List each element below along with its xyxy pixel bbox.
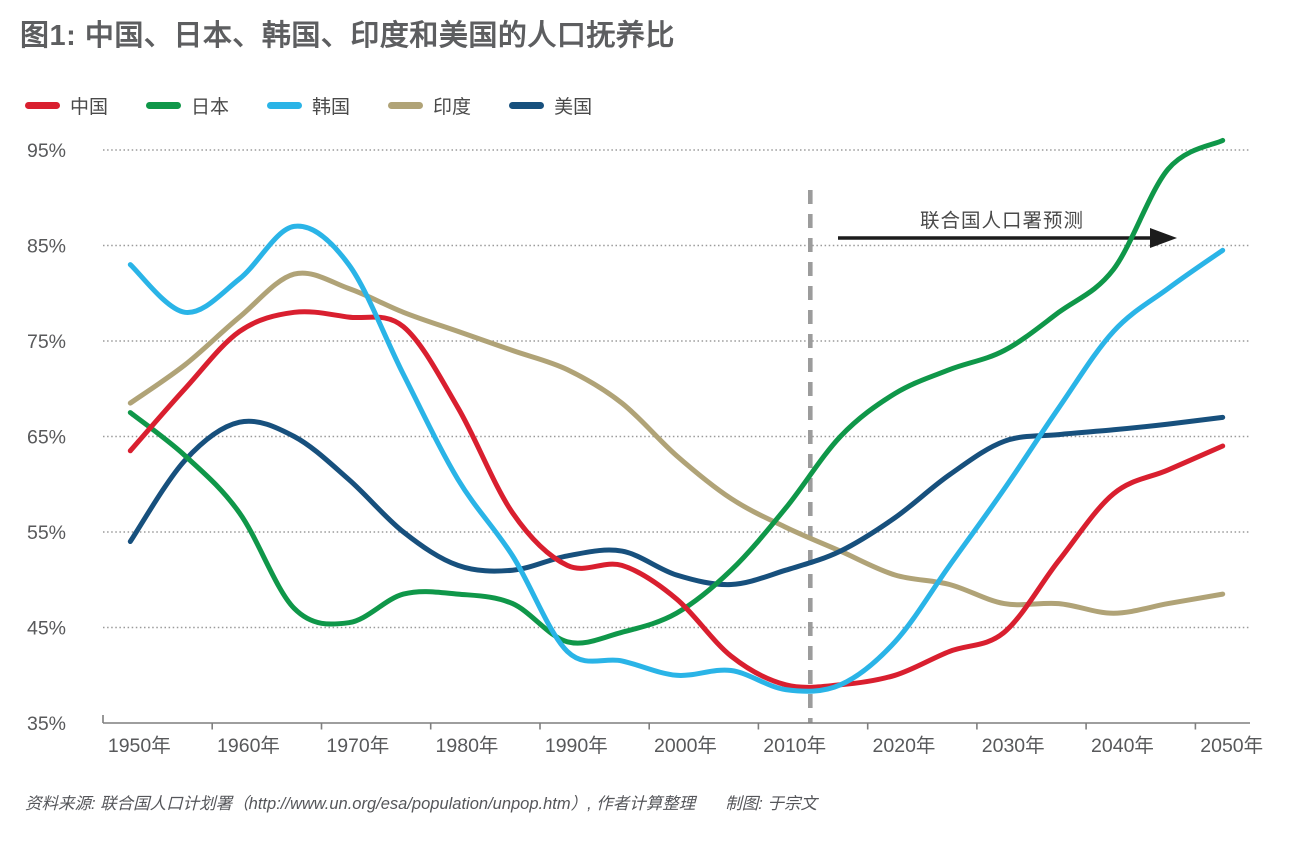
legend: 中国 日本 韩国 印度 美国 — [25, 92, 592, 119]
legend-swatch-china — [25, 102, 60, 109]
legend-label-us: 美国 — [554, 97, 593, 118]
x-tick-label-1980: 1980年 — [436, 735, 499, 757]
legend-label-china: 中国 — [70, 97, 109, 118]
chart-title: 图1: 中国、日本、韩国、印度和美国的人口抚养比 — [20, 20, 675, 52]
legend-item-china: 中国 — [25, 92, 108, 119]
x-tick-label-2000: 2000年 — [654, 735, 717, 757]
legend-label-korea: 韩国 — [312, 97, 351, 118]
legend-item-japan: 日本 — [146, 92, 229, 119]
source-note: 资料来源: 联合国人口计划署（http://www.un.org/esa/pop… — [25, 795, 696, 813]
x-tick-label-2040: 2040年 — [1091, 735, 1154, 757]
legend-item-india: 印度 — [388, 92, 471, 119]
x-tick-label-2010: 2010年 — [763, 735, 826, 757]
x-tick-label-2050: 2050年 — [1200, 735, 1263, 757]
legend-item-korea: 韩国 — [267, 92, 350, 119]
series-line-india — [127, 270, 1226, 616]
legend-label-india: 印度 — [433, 97, 472, 118]
y-tick-label-65: 65% — [27, 427, 66, 449]
legend-swatch-us — [509, 102, 545, 109]
x-tick-label-1970: 1970年 — [326, 735, 389, 757]
forecast-arrow-head — [1150, 228, 1177, 248]
footer: 资料来源: 联合国人口计划署（http://www.un.org/esa/pop… — [25, 790, 817, 814]
x-tick-label-1950: 1950年 — [108, 735, 171, 757]
y-tick-label-95: 95% — [27, 140, 66, 162]
credit-note: 制图: 于宗文 — [725, 795, 817, 813]
legend-item-us: 美国 — [509, 92, 592, 119]
x-tick-label-1960: 1960年 — [217, 735, 280, 757]
y-tick-label-55: 55% — [27, 522, 66, 544]
series-line-us — [127, 414, 1226, 588]
x-tick-label-2030: 2030年 — [982, 735, 1045, 757]
y-tick-label-75: 75% — [27, 331, 66, 353]
legend-swatch-korea — [267, 102, 303, 109]
legend-label-japan: 日本 — [191, 97, 230, 118]
series-line-korea — [127, 223, 1226, 694]
chart-area: 35% 45% 55% 65% 75% 85% 95% 联合国人口署预测 1950年 1960年 1… — [0, 130, 1303, 790]
x-tick-label-1990: 1990年 — [545, 735, 608, 757]
dependency-ratio-line-chart: 35% 45% 55% 65% 75% 85% 95% 联合国人口署预测 1950年 1960年 1… — [27, 137, 1263, 757]
forecast-label: 联合国人口署预测 — [920, 210, 1084, 232]
y-tick-label-35: 35% — [27, 713, 66, 735]
legend-swatch-india — [388, 102, 424, 109]
legend-swatch-japan — [146, 102, 182, 109]
y-tick-label-45: 45% — [27, 618, 66, 640]
y-tick-label-85: 85% — [27, 236, 66, 258]
series-line-china — [127, 309, 1226, 690]
x-tick-label-2020: 2020年 — [873, 735, 936, 757]
